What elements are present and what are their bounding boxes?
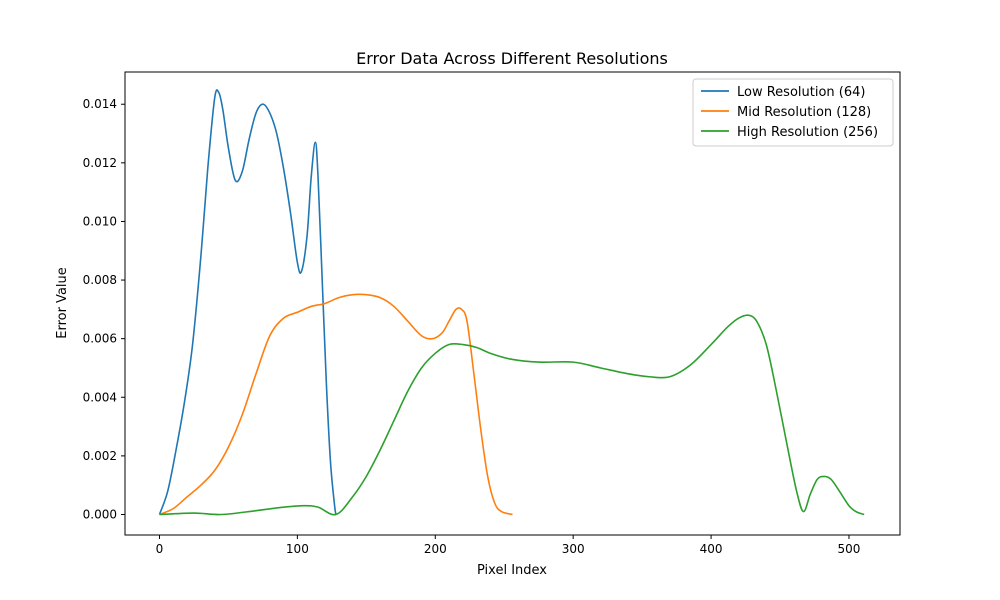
plot-frame — [124, 71, 901, 536]
series-line-mid-resolution-128 — [159, 293, 513, 516]
legend-label: High Resolution (256) — [737, 125, 878, 140]
y-tick-label: 0.010 — [83, 214, 117, 228]
x-tick-label: 100 — [286, 542, 309, 556]
x-tick-label: 400 — [700, 542, 723, 556]
x-tick-label: 0 — [156, 542, 164, 556]
series-line-high-resolution-256 — [159, 314, 865, 516]
y-tick-label: 0.004 — [83, 390, 117, 404]
legend-label: Mid Resolution (128) — [737, 105, 871, 120]
x-tick-label: 200 — [424, 542, 447, 556]
legend-label: Low Resolution (64) — [737, 85, 865, 100]
chart-title: Error Data Across Different Resolutions — [356, 49, 668, 68]
x-tick-label: 500 — [838, 542, 861, 556]
x-tick-label: 300 — [562, 542, 585, 556]
y-tick-label: 0.014 — [83, 97, 117, 111]
x-axis-label: Pixel Index — [477, 563, 547, 578]
series-lines — [158, 89, 865, 516]
y-tick-label: 0.008 — [83, 273, 117, 287]
legend: Low Resolution (64) Mid Resolution (128) H… — [692, 78, 894, 147]
y-tick-label: 0.000 — [83, 507, 117, 521]
y-tick-label: 0.006 — [83, 332, 117, 346]
plot-area: 0 100 200 300 400 500 0.0000.0020.0040.0060.0… — [83, 71, 901, 556]
legend-box — [692, 78, 894, 147]
y-tick-label: 0.012 — [83, 156, 117, 170]
x-axis: 0 100 200 300 400 500 — [156, 535, 861, 556]
y-tick-label: 0.002 — [83, 449, 117, 463]
y-axis: 0.000 0.002 0.004 0.006 0.008 0.010 0.012 0.014 — [83, 97, 125, 521]
y-axis-label: Error Value — [55, 267, 70, 339]
series-line-low-resolution-64 — [158, 89, 337, 515]
